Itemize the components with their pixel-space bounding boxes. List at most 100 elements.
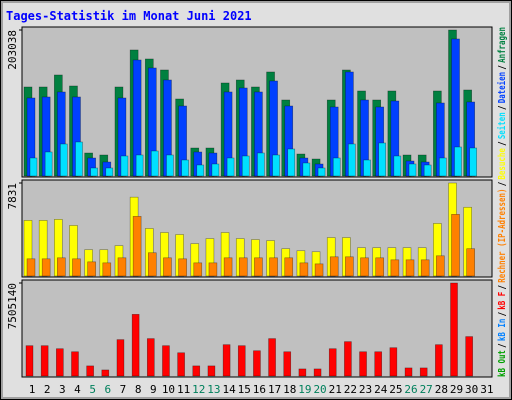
x-tick-label: 13 — [207, 383, 220, 396]
bar — [56, 348, 64, 377]
legend-entry: kB F — [497, 292, 508, 310]
bar — [404, 367, 413, 377]
x-tick-label: 3 — [59, 383, 66, 396]
bar — [44, 151, 53, 177]
bar — [450, 282, 458, 377]
bar — [254, 257, 263, 277]
x-tick-label: 26 — [404, 383, 417, 396]
x-tick-label: 29 — [450, 383, 463, 396]
legend-separator: / — [497, 65, 508, 69]
x-tick-label: 31 — [480, 383, 493, 396]
bar — [211, 163, 220, 177]
bar — [192, 365, 201, 377]
x-tick-label: 30 — [465, 383, 478, 396]
bar — [86, 365, 94, 377]
bar — [435, 344, 443, 377]
bar — [454, 146, 462, 177]
bar — [302, 162, 311, 177]
bar — [178, 258, 187, 277]
bar — [359, 351, 367, 377]
bar — [313, 368, 322, 377]
bar — [208, 262, 218, 277]
bar — [90, 167, 98, 177]
bar — [71, 351, 79, 377]
bar — [299, 262, 309, 277]
bar — [237, 345, 246, 377]
bar — [150, 150, 159, 177]
x-tick-label: 18 — [283, 383, 296, 396]
x-tick-label: 11 — [177, 383, 190, 396]
bar — [146, 338, 155, 377]
bar — [287, 148, 296, 177]
bar — [101, 369, 110, 377]
x-tick-label: 23 — [359, 383, 372, 396]
bar — [257, 152, 265, 177]
bar — [390, 259, 400, 277]
y-tick-label: 203038 — [6, 30, 19, 70]
bar — [423, 164, 432, 177]
bar — [408, 163, 417, 177]
bar — [420, 259, 430, 277]
bar — [75, 141, 83, 177]
x-tick-label: 17 — [268, 383, 281, 396]
bar — [314, 263, 324, 277]
bar — [465, 336, 473, 377]
bar — [147, 252, 157, 277]
bar — [466, 248, 475, 277]
legend: kB Out / kB In / kB F / Rechner (IP-Adressen) /… — [496, 27, 508, 377]
bar — [117, 257, 127, 277]
x-tick-label: 7 — [120, 383, 127, 396]
bar — [439, 157, 447, 177]
bar — [348, 143, 356, 177]
bar — [378, 142, 387, 177]
bar — [253, 350, 261, 377]
bar — [177, 352, 185, 377]
bar — [222, 344, 231, 377]
bar — [102, 262, 112, 277]
x-tick-label: 15 — [238, 383, 251, 396]
bar — [57, 257, 66, 277]
bar — [283, 351, 292, 377]
bar — [345, 256, 354, 277]
x-tick-label: 28 — [435, 383, 448, 396]
legend-entry: Rechner (IP-Adressen) — [497, 189, 508, 283]
x-tick-label: 6 — [104, 383, 111, 396]
legend-entry: Seiten — [496, 112, 508, 139]
bar — [25, 345, 34, 377]
bar — [162, 345, 170, 377]
bar — [332, 157, 341, 177]
x-tick-label: 9 — [150, 383, 157, 396]
bar — [374, 351, 383, 377]
bar — [329, 256, 339, 277]
bar — [419, 367, 428, 377]
y-tick-label: 7831 — [6, 183, 19, 210]
x-tick-label: 22 — [344, 383, 357, 396]
bar — [193, 262, 203, 277]
legend-separator: / — [497, 141, 508, 145]
bar — [223, 257, 233, 277]
bar — [284, 257, 294, 277]
bar — [26, 258, 36, 277]
bar — [41, 258, 51, 277]
bar — [131, 314, 140, 377]
x-tick-label: 19 — [298, 383, 311, 396]
x-tick-label: 21 — [329, 383, 342, 396]
chart-title: Tages-Statistik im Monat Juni 2021 — [6, 9, 252, 23]
bar — [393, 155, 402, 177]
legend-separator: / — [497, 285, 508, 289]
bar — [60, 143, 68, 177]
bar — [389, 347, 398, 377]
bar — [363, 159, 371, 177]
legend-entry: kB Out — [497, 350, 508, 377]
bar — [166, 154, 174, 177]
bar — [105, 167, 114, 177]
bar — [451, 214, 460, 277]
x-tick-label: 14 — [222, 383, 236, 396]
bar — [40, 345, 49, 377]
bar — [226, 157, 235, 177]
bar — [360, 257, 369, 277]
bar — [405, 259, 415, 277]
bar — [375, 257, 385, 277]
y-tick-label: 7505140 — [6, 283, 19, 329]
